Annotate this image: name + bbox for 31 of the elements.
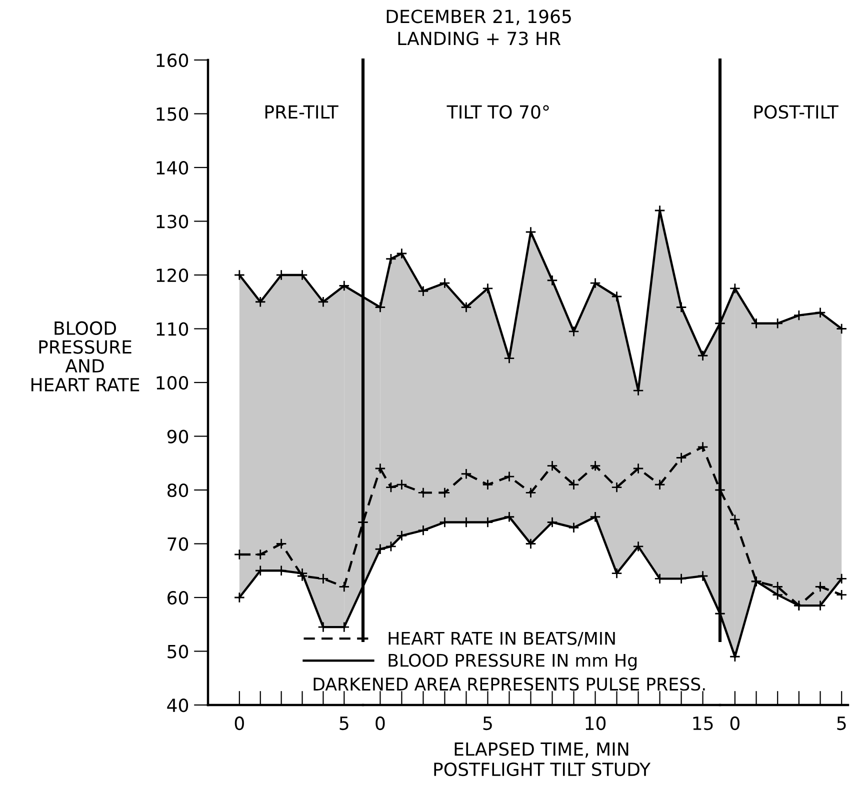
x-tick-label: 5 [340, 716, 348, 730]
x-tick-label: 0 [730, 716, 740, 730]
y-tick-label: 60 [168, 590, 188, 605]
legend-label: HEART RATE IN BEATS/MIN [388, 632, 615, 646]
y-tick-label: 70 [168, 537, 188, 551]
y-tick-label: 110 [156, 322, 188, 336]
y-tick-label: 150 [156, 107, 188, 121]
y-axis-title: BLOOD PRESSURE AND HEART RATE [31, 321, 140, 392]
y-tick-label: 120 [156, 268, 188, 282]
annotation: TILT TO 70° [446, 105, 549, 119]
annotation: POST-TILT [754, 105, 838, 119]
x-tick-label: 10 [586, 716, 606, 730]
y-tick-label: 80 [168, 483, 188, 498]
y-tick-label: 50 [168, 644, 188, 658]
x-tick-label: 15 [693, 716, 713, 730]
y-tick-label: 90 [167, 430, 188, 444]
y-tick-label: 130 [156, 214, 188, 228]
y-tick-label: 160 [156, 53, 188, 68]
chart-subtitle: LANDING + 73 HR [398, 32, 561, 46]
y-tick-label: 40 [167, 698, 188, 712]
y-tick-label: 100 [156, 376, 188, 390]
x-tick-label: 5 [483, 716, 492, 730]
x-tick-label: 5 [837, 716, 846, 730]
chart-title: DECEMBER 21, 1965 [386, 10, 571, 26]
annotation: DARKENED AREA REPRESENTS PULSE PRESS. [314, 678, 705, 691]
y-tick-label: 140 [156, 160, 188, 175]
legend-label: BLOOD PRESSURE IN mm Hg [388, 654, 637, 670]
annotation: PRE-TILT [265, 105, 338, 119]
x-axis-title: ELAPSED TIME, MIN POSTFLIGHT TILT STUDY [434, 742, 651, 776]
x-tick-label: 0 [376, 716, 385, 730]
x-tick-label: 0 [234, 716, 244, 730]
